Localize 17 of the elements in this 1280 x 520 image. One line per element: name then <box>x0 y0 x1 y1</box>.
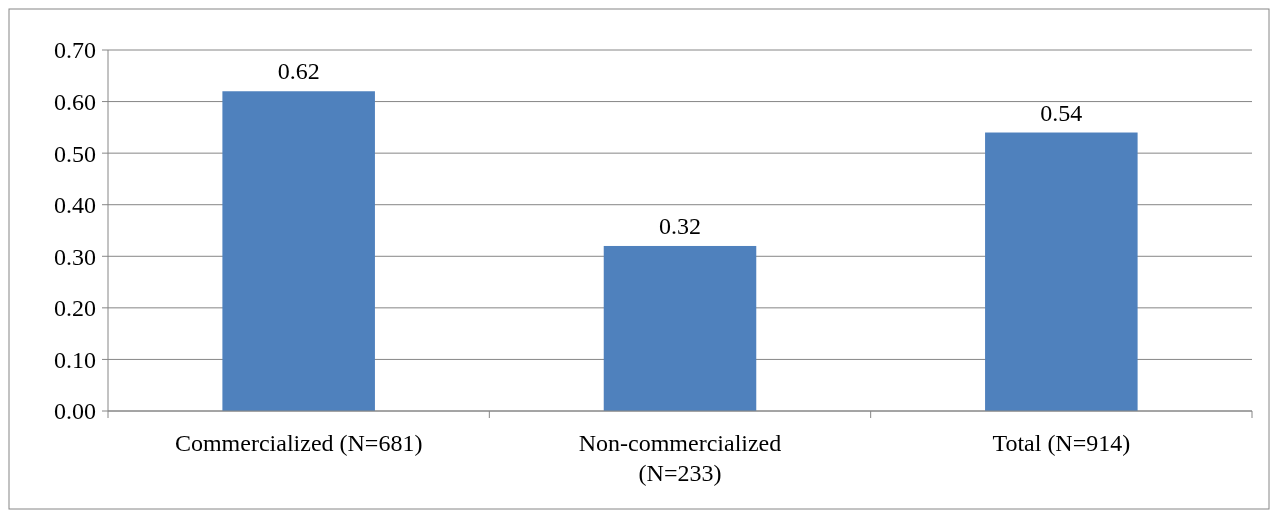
y-tick-label: 0.40 <box>54 192 96 219</box>
y-tick-label: 0.20 <box>54 295 96 322</box>
y-tick-label: 0.10 <box>54 346 96 373</box>
x-tick-label: Commercialized (N=681) <box>174 430 423 456</box>
data-label: 0.54 <box>1040 99 1083 126</box>
y-tick-label: 0.70 <box>54 37 96 64</box>
y-tick-label: 0.00 <box>54 398 96 425</box>
bar <box>222 91 375 411</box>
data-label: 0.62 <box>277 58 320 85</box>
bar <box>603 245 757 411</box>
y-tick-label: 0.30 <box>54 243 96 270</box>
bar <box>985 132 1138 411</box>
y-tick-label: 0.50 <box>54 140 96 167</box>
y-tick-label: 0.60 <box>54 88 96 115</box>
x-tick-label: Total (N=914) <box>992 430 1131 456</box>
data-label: 0.32 <box>659 212 701 239</box>
x-tick-label: Non-commercialized (N=233) <box>578 430 782 486</box>
